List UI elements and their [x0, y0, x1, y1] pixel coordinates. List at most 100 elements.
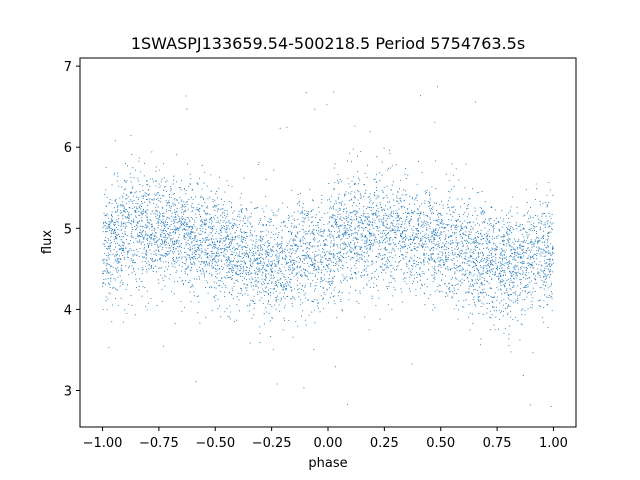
scatter-point: [551, 259, 554, 261]
scatter-point: [491, 273, 494, 275]
scatter-point: [115, 260, 117, 262]
scatter-point: [445, 260, 447, 262]
scatter-point: [105, 167, 107, 169]
scatter-point: [355, 219, 358, 221]
scatter-point: [197, 295, 199, 297]
scatter-point: [525, 270, 527, 272]
scatter-point: [455, 304, 457, 306]
scatter-point: [426, 229, 428, 231]
scatter-point: [301, 275, 303, 277]
scatter-point: [199, 254, 201, 256]
scatter-point: [290, 233, 293, 235]
scatter-point: [158, 267, 160, 269]
scatter-point: [200, 263, 202, 265]
scatter-point: [374, 214, 377, 216]
scatter-point: [116, 257, 118, 259]
scatter-point: [488, 223, 490, 225]
scatter-point: [458, 280, 460, 282]
scatter-point: [218, 187, 220, 189]
scatter-point: [213, 246, 215, 248]
scatter-point: [172, 257, 174, 259]
scatter-point: [304, 286, 306, 288]
scatter-point: [277, 286, 279, 288]
scatter-point: [224, 256, 226, 258]
scatter-point: [299, 230, 301, 232]
scatter-point: [172, 265, 174, 267]
scatter-point: [109, 199, 111, 201]
scatter-point: [484, 221, 486, 223]
scatter-point: [412, 211, 414, 213]
scatter-point: [535, 183, 537, 185]
scatter-point: [194, 235, 196, 237]
scatter-point: [508, 284, 511, 286]
scatter-point: [472, 275, 474, 277]
scatter-point: [102, 283, 104, 285]
scatter-point: [135, 216, 137, 218]
scatter-point: [397, 215, 399, 217]
scatter-point: [290, 278, 292, 280]
scatter-point: [124, 163, 126, 165]
scatter-point: [311, 311, 313, 313]
scatter-point: [132, 228, 134, 231]
scatter-point: [472, 241, 474, 243]
scatter-point: [383, 238, 385, 240]
scatter-point: [402, 213, 405, 215]
scatter-point: [326, 288, 328, 290]
scatter-point: [442, 261, 444, 263]
scatter-point: [303, 269, 305, 271]
scatter-point: [339, 280, 342, 282]
scatter-point: [338, 252, 340, 254]
scatter-point: [266, 291, 268, 293]
scatter-point: [373, 240, 375, 242]
scatter-point: [257, 263, 259, 265]
scatter-point: [237, 248, 239, 250]
scatter-point: [124, 233, 126, 235]
scatter-point: [384, 205, 387, 207]
scatter-point: [382, 254, 384, 256]
scatter-point: [255, 240, 257, 242]
scatter-point: [153, 198, 156, 200]
scatter-point: [322, 288, 324, 290]
scatter-point: [193, 244, 195, 246]
scatter-point: [503, 271, 505, 273]
scatter-point: [146, 238, 148, 240]
scatter-point: [398, 261, 400, 263]
scatter-point: [547, 238, 549, 240]
scatter-point: [457, 283, 459, 285]
scatter-point: [545, 250, 547, 253]
scatter-point: [188, 186, 190, 188]
scatter-point: [206, 212, 208, 215]
scatter-point: [118, 185, 120, 187]
scatter-point: [537, 215, 539, 217]
scatter-point: [432, 281, 434, 283]
scatter-point: [171, 251, 173, 253]
scatter-point: [196, 278, 198, 280]
scatter-point: [176, 256, 178, 258]
scatter-point: [551, 271, 553, 273]
scatter-point: [493, 306, 495, 308]
scatter-point: [141, 220, 143, 222]
scatter-point: [547, 304, 549, 306]
scatter-point: [265, 291, 267, 293]
scatter-point: [526, 262, 528, 264]
scatter-point: [407, 174, 409, 176]
scatter-point: [523, 262, 525, 264]
scatter-point: [416, 229, 418, 231]
scatter-point: [376, 284, 378, 287]
scatter-point: [424, 257, 426, 259]
scatter-point: [453, 264, 455, 266]
scatter-point: [486, 302, 488, 304]
scatter-point: [231, 186, 233, 188]
scatter-point: [423, 292, 425, 294]
scatter-point: [526, 234, 528, 236]
scatter-point: [229, 261, 232, 263]
scatter-point: [465, 249, 467, 251]
scatter-point: [422, 222, 424, 224]
scatter-point: [370, 207, 372, 209]
scatter-point: [416, 236, 418, 238]
scatter-point: [378, 218, 380, 221]
scatter-point: [160, 223, 162, 225]
scatter-point: [461, 237, 464, 239]
scatter-point: [389, 244, 391, 246]
scatter-point: [120, 229, 122, 231]
